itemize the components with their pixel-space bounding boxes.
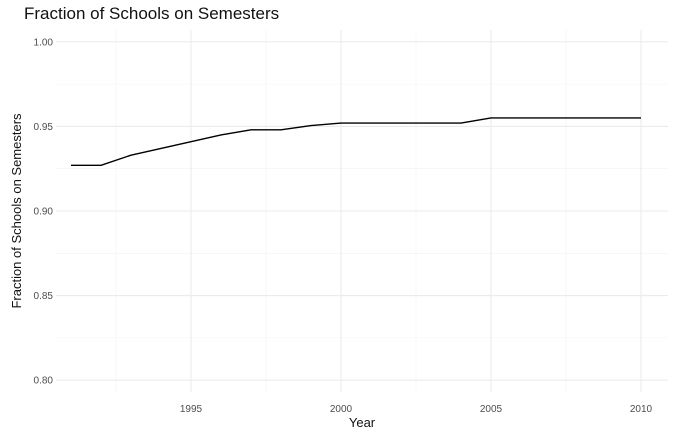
x-tick-label: 2005 bbox=[480, 404, 503, 415]
x-tick-label: 2000 bbox=[330, 404, 353, 415]
major-gridlines bbox=[56, 30, 668, 392]
y-tick-label: 0.85 bbox=[34, 291, 54, 302]
series-layer bbox=[71, 117, 641, 167]
y-tick-labels: 0.80 0.85 0.90 0.95 1.00 bbox=[34, 37, 54, 386]
y-tick-label: 0.80 bbox=[34, 376, 54, 387]
y-tick-label: 0.90 bbox=[34, 207, 54, 218]
y-axis-title: Fraction of Schools on Semesters bbox=[9, 113, 24, 309]
x-tick-label: 1995 bbox=[180, 404, 203, 415]
x-axis-title: Year bbox=[349, 415, 376, 430]
x-tick-label: 2010 bbox=[630, 404, 653, 415]
series-line bbox=[71, 117, 641, 167]
chart-title: Fraction of Schools on Semesters bbox=[24, 4, 280, 23]
x-tick-labels: 1995 2000 2005 2010 bbox=[180, 404, 653, 415]
y-tick-label: 1.00 bbox=[34, 37, 54, 48]
y-tick-label: 0.95 bbox=[34, 122, 54, 133]
